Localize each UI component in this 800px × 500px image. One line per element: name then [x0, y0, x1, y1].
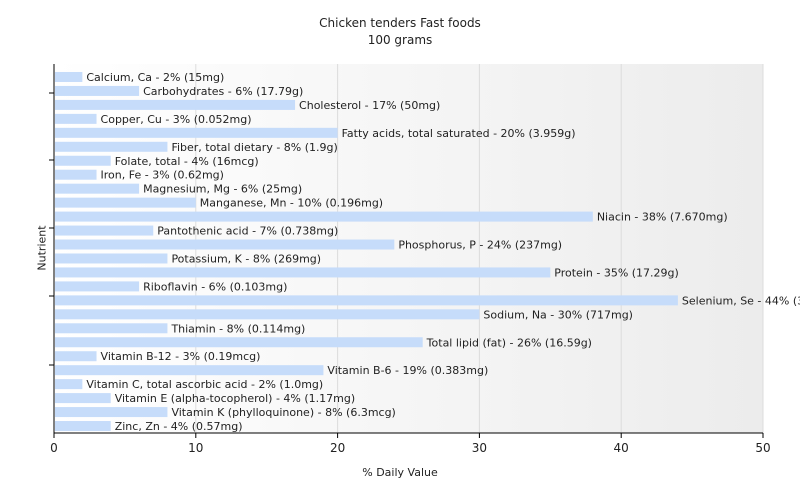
bar-label: Phosphorus, P - 24% (237mg) [398, 239, 562, 252]
bar-label: Iron, Fe - 3% (0.62mg) [101, 169, 224, 182]
bar-label: Niacin - 38% (7.670mg) [597, 211, 728, 224]
bar [55, 85, 140, 96]
bar-label: Vitamin B-12 - 3% (0.19mcg) [101, 350, 261, 363]
bar-label: Folate, total - 4% (16mcg) [115, 155, 259, 168]
bar [55, 113, 97, 124]
x-axis-label: % Daily Value [362, 466, 438, 479]
bar-label: Vitamin K (phylloquinone) - 8% (6.3mcg) [171, 406, 395, 419]
x-tick-label: 20 [330, 441, 345, 455]
bar [55, 393, 111, 404]
bar [55, 351, 97, 362]
bar [55, 211, 593, 222]
bar [55, 99, 296, 110]
bar-label: Riboflavin - 6% (0.103mg) [143, 280, 287, 293]
bar [55, 309, 480, 320]
bar-label: Vitamin B-6 - 19% (0.383mg) [327, 364, 488, 377]
x-tick-label: 30 [472, 441, 487, 455]
bar-label: Copper, Cu - 3% (0.052mg) [101, 113, 252, 126]
x-tick-label: 0 [50, 441, 58, 455]
bar [55, 197, 196, 208]
bar-label: Magnesium, Mg - 6% (25mg) [143, 183, 302, 196]
bar [55, 365, 324, 376]
bar-label: Selenium, Se - 44% (30.9mcg) [682, 294, 800, 307]
y-axis-label: Nutrient [35, 225, 49, 271]
bar-label: Carbohydrates - 6% (17.79g) [143, 85, 303, 98]
bar [55, 225, 154, 236]
bar [55, 127, 338, 138]
bar [55, 407, 168, 418]
chart-subtitle: 100 grams [367, 33, 433, 47]
bar-label: Protein - 35% (17.29g) [554, 266, 679, 279]
bar-label: Zinc, Zn - 4% (0.57mg) [115, 420, 243, 433]
bar [55, 295, 678, 306]
bar-label: Total lipid (fat) - 26% (16.59g) [426, 336, 592, 349]
bar-label: Vitamin E (alpha-tocopherol) - 4% (1.17m… [115, 392, 355, 405]
bar-label: Manganese, Mn - 10% (0.196mg) [200, 197, 383, 210]
bar [55, 281, 140, 292]
bar [55, 155, 111, 166]
bar-label: Fiber, total dietary - 8% (1.9g) [171, 141, 337, 154]
bar-label: Thiamin - 8% (0.114mg) [170, 322, 305, 335]
bar [55, 169, 97, 180]
bar [55, 379, 83, 390]
bar-label: Pantothenic acid - 7% (0.738mg) [157, 225, 338, 238]
x-tick-label: 10 [188, 441, 203, 455]
bar [55, 323, 168, 334]
bar [55, 141, 168, 152]
bar-label: Potassium, K - 8% (269mg) [171, 252, 321, 265]
bar-label: Sodium, Na - 30% (717mg) [483, 308, 633, 321]
bar [55, 183, 140, 194]
bar-label: Calcium, Ca - 2% (15mg) [86, 71, 224, 84]
bar [55, 253, 168, 264]
bar [55, 421, 111, 432]
bar-label: Vitamin C, total ascorbic acid - 2% (1.0… [86, 378, 323, 391]
bar [55, 337, 423, 348]
bar-label: Fatty acids, total saturated - 20% (3.95… [342, 127, 576, 140]
chart-title: Chicken tenders Fast foods [319, 16, 481, 30]
bar-label: Cholesterol - 17% (50mg) [299, 99, 440, 112]
bar [55, 239, 395, 250]
x-tick-label: 40 [614, 441, 629, 455]
bar [55, 71, 83, 82]
bar [55, 267, 551, 278]
x-tick-label: 50 [755, 441, 770, 455]
